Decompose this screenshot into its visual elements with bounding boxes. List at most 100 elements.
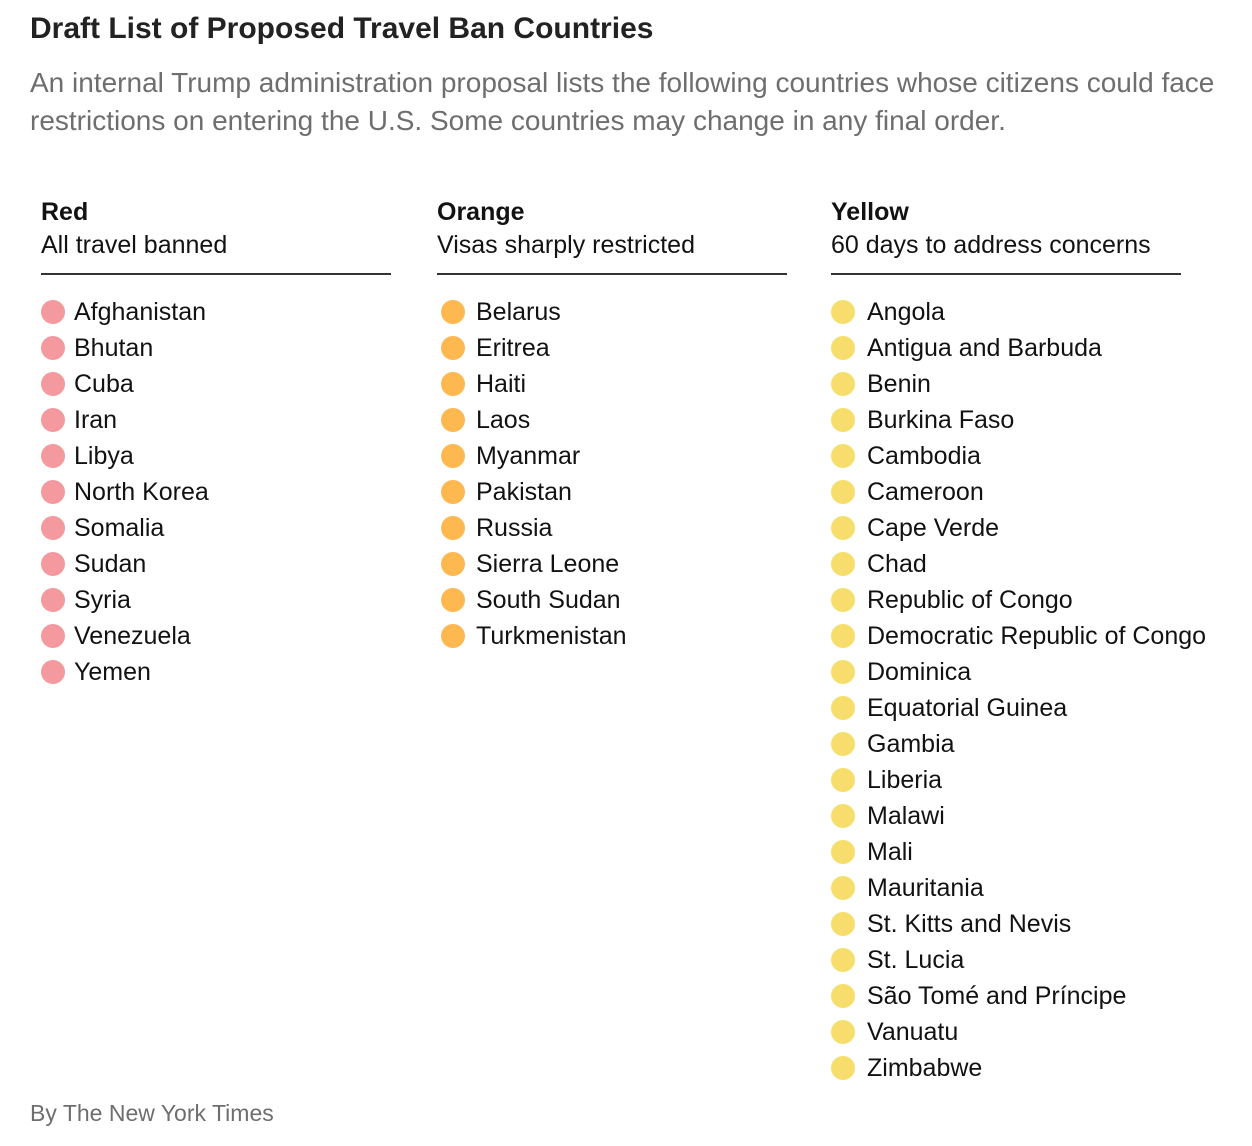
country-name: Mauritania [867,873,984,902]
list-item: Somalia [41,510,391,546]
bullet-dot-icon [831,480,855,504]
country-name: Haiti [476,369,527,398]
country-list: Belarus Eritrea Haiti Laos Myanmar Pakistan Ru… [437,294,787,654]
list-item: Venezuela [41,618,391,654]
bullet-dot-icon [441,408,465,432]
country-name: Republic of Congo [867,585,1073,614]
country-name: Antigua and Barbuda [867,333,1102,362]
list-item: Haiti [437,366,787,402]
country-name: São Tomé and Príncipe [867,981,1127,1010]
list-item: Cape Verde [831,510,1251,546]
country-name: South Sudan [476,585,621,614]
country-name: Angola [867,297,945,326]
column-heading: Red [41,198,89,226]
list-item: Democratic Republic of Congo [831,618,1251,654]
bullet-dot-icon [41,660,65,684]
bullet-dot-icon [831,588,855,612]
country-list: Afghanistan Bhutan Cuba Iran Libya North Kore… [41,294,391,690]
list-item: South Sudan [437,582,787,618]
list-item: Sudan [41,546,391,582]
bullet-dot-icon [441,336,465,360]
bullet-dot-icon [41,444,65,468]
country-name: Gambia [867,729,955,758]
country-name: Venezuela [74,621,191,650]
column-divider [437,273,787,275]
list-item: Mauritania [831,870,1251,906]
bullet-dot-icon [41,552,65,576]
country-name: North Korea [74,477,209,506]
column-red: Red All travel banned Afghanistan Bhutan C… [41,196,391,690]
bullet-dot-icon [441,300,465,324]
list-item: Liberia [831,762,1251,798]
bullet-dot-icon [41,408,65,432]
list-item: Burkina Faso [831,402,1251,438]
bullet-dot-icon [831,768,855,792]
bullet-dot-icon [831,804,855,828]
list-item: Chad [831,546,1251,582]
bullet-dot-icon [441,624,465,648]
list-item: Laos [437,402,787,438]
list-item: Equatorial Guinea [831,690,1251,726]
bullet-dot-icon [831,516,855,540]
bullet-dot-icon [41,480,65,504]
bullet-dot-icon [831,876,855,900]
country-name: Turkmenistan [476,621,627,650]
column-divider [41,273,391,275]
country-name: Eritrea [476,333,550,362]
list-item: Republic of Congo [831,582,1251,618]
country-name: Cuba [74,369,134,398]
list-item: Dominica [831,654,1251,690]
list-item: Vanuatu [831,1014,1251,1050]
list-item: St. Lucia [831,942,1251,978]
country-name: St. Kitts and Nevis [867,909,1072,938]
bullet-dot-icon [831,552,855,576]
country-name: Cameroon [867,477,984,506]
list-item: Syria [41,582,391,618]
list-item: Myanmar [437,438,787,474]
bullet-dot-icon [831,372,855,396]
list-item: Malawi [831,798,1251,834]
bullet-dot-icon [831,624,855,648]
country-name: Equatorial Guinea [867,693,1068,722]
list-item: Libya [41,438,391,474]
list-item: Angola [831,294,1251,330]
bullet-dot-icon [831,696,855,720]
country-name: Afghanistan [74,297,207,326]
column-divider [831,273,1181,275]
bullet-dot-icon [831,840,855,864]
list-item: Antigua and Barbuda [831,330,1251,366]
bullet-dot-icon [831,912,855,936]
country-name: Sudan [74,549,147,578]
bullet-dot-icon [441,552,465,576]
credit-line: By The New York Times [30,1100,274,1126]
column-description: Visas sharply restricted [437,231,695,259]
country-name: Laos [476,405,531,434]
list-item: Benin [831,366,1251,402]
bullet-dot-icon [41,372,65,396]
page-subtitle: An internal Trump administration proposa… [30,67,1215,136]
country-name: Benin [867,369,931,398]
country-name: Burkina Faso [867,405,1015,434]
country-name: St. Lucia [867,945,965,974]
country-name: Yemen [74,657,151,686]
bullet-dot-icon [41,516,65,540]
country-name: Pakistan [476,477,572,506]
list-item: Yemen [41,654,391,690]
country-name: Somalia [74,513,165,542]
country-name: Myanmar [476,441,581,470]
country-name: Malawi [867,801,945,830]
list-item: Iran [41,402,391,438]
country-name: Cambodia [867,441,981,470]
bullet-dot-icon [41,624,65,648]
bullet-dot-icon [831,444,855,468]
bullet-dot-icon [831,408,855,432]
country-name: Russia [476,513,553,542]
list-item: Mali [831,834,1251,870]
list-item: Sierra Leone [437,546,787,582]
country-name: Sierra Leone [476,549,620,578]
country-list: Angola Antigua and Barbuda Benin Burkina Fa… [831,294,1251,1086]
bullet-dot-icon [41,300,65,324]
bullet-dot-icon [441,480,465,504]
list-item: St. Kitts and Nevis [831,906,1251,942]
column-heading: Orange [437,198,525,226]
